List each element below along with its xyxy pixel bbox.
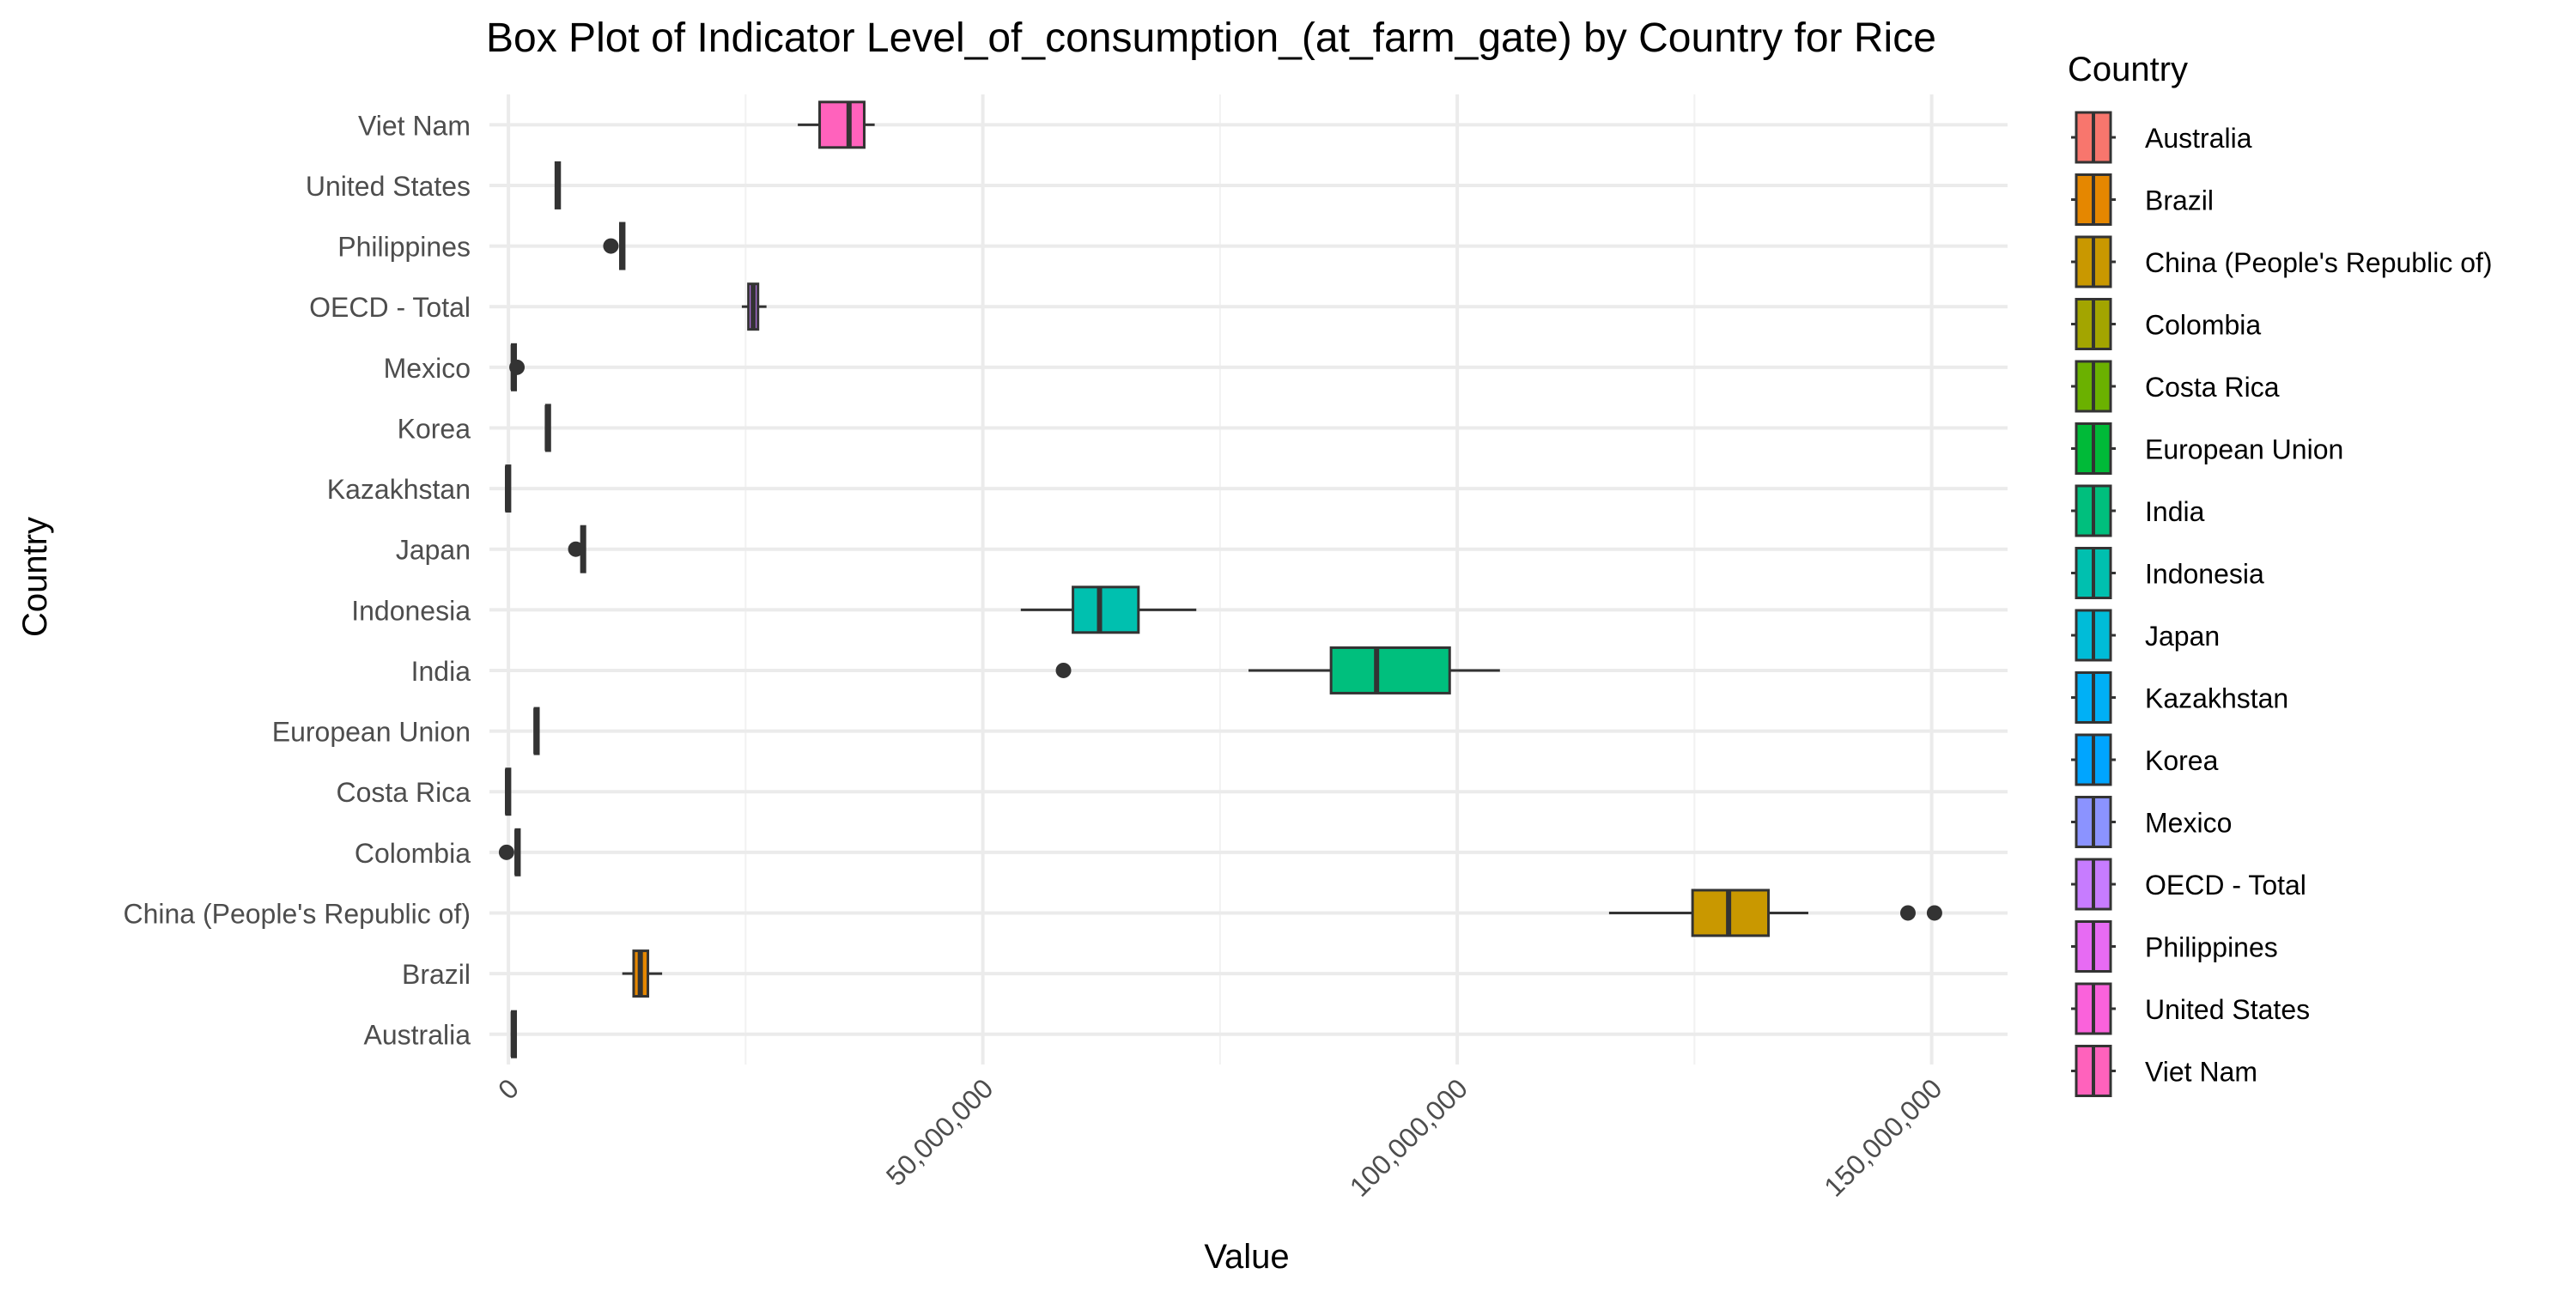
- legend-item: Korea: [2071, 733, 2219, 786]
- legend-item: Australia: [2071, 111, 2252, 164]
- legend-label: Japan: [2145, 621, 2220, 652]
- y-tick-label: Korea: [398, 413, 471, 444]
- legend-label: European Union: [2145, 434, 2343, 465]
- legend-label: Korea: [2145, 745, 2219, 776]
- y-tick-label: OECD - Total: [309, 292, 471, 323]
- outlier-point: [498, 844, 514, 860]
- outlier-point: [1899, 905, 1916, 921]
- box-costa-rica: [504, 767, 512, 816]
- legend-item: Brazil: [2071, 173, 2214, 226]
- box-indonesia: [1020, 585, 1197, 634]
- legend-item: Costa Rica: [2071, 360, 2280, 413]
- x-axis-title: Value: [1204, 1238, 1289, 1276]
- chart-title: Box Plot of Indicator Level_of_consumpti…: [486, 15, 1936, 61]
- legend-label: Costa Rica: [2145, 372, 2280, 403]
- legend-label: Viet Nam: [2145, 1057, 2257, 1088]
- legend-label: India: [2145, 496, 2205, 527]
- box-united-states: [554, 161, 562, 209]
- legend-item: Indonesia: [2071, 547, 2264, 599]
- box-iqr: [1072, 585, 1140, 634]
- legend-label: Mexico: [2145, 808, 2232, 839]
- box-iqr: [1329, 646, 1451, 695]
- box-colombia: [498, 828, 521, 876]
- y-tick-label: Philippines: [337, 232, 471, 263]
- legend-item: Viet Nam: [2071, 1045, 2257, 1097]
- legend-label: OECD - Total: [2145, 870, 2306, 901]
- y-tick-label: Kazakhstan: [327, 474, 471, 505]
- x-tick-label: 50,000,000: [880, 1072, 999, 1192]
- legend-item: India: [2071, 484, 2205, 537]
- outlier-point: [603, 238, 619, 254]
- outlier-point: [568, 541, 584, 557]
- y-tick-label: Costa Rica: [337, 777, 471, 808]
- y-tick-label: Indonesia: [351, 595, 471, 626]
- legend-item: OECD - Total: [2071, 858, 2306, 911]
- legend-label: Philippines: [2145, 932, 2278, 963]
- y-tick-label: Viet Nam: [358, 110, 471, 141]
- outlier-point: [1926, 905, 1942, 921]
- legend-item: Mexico: [2071, 796, 2232, 848]
- box-japan: [568, 525, 586, 573]
- y-tick-label: Brazil: [402, 959, 471, 990]
- legend-label: United States: [2145, 994, 2310, 1025]
- y-tick-label: India: [411, 656, 471, 687]
- grid-lines: [489, 94, 2008, 1065]
- y-tick-label: European Union: [272, 717, 471, 748]
- legend-label: Kazakhstan: [2145, 683, 2288, 714]
- legend-item: China (People's Republic of): [2071, 235, 2493, 288]
- box-kazakhstan: [504, 464, 512, 513]
- legend-item: European Union: [2071, 422, 2343, 475]
- box-mexico: [509, 343, 526, 391]
- legend-label: China (People's Republic of): [2145, 247, 2493, 278]
- x-tick-label: 0: [492, 1072, 525, 1105]
- box-india: [1055, 646, 1500, 695]
- box-oecd-total: [741, 282, 767, 331]
- legend-item: United States: [2071, 982, 2310, 1035]
- box-korea: [544, 403, 551, 452]
- legend-item: Colombia: [2071, 298, 2261, 350]
- legend-label: Brazil: [2145, 185, 2214, 216]
- legend-title: Country: [2068, 51, 2188, 88]
- y-tick-label: Australia: [364, 1020, 471, 1051]
- legend-item: Philippines: [2071, 920, 2278, 973]
- box-viet-nam: [798, 100, 875, 149]
- box-brazil: [622, 949, 663, 998]
- legend-label: Australia: [2145, 123, 2252, 154]
- legend-label: Colombia: [2145, 310, 2261, 341]
- y-tick-label: Japan: [396, 535, 471, 566]
- box-china-people-s-republic-of-: [1608, 889, 1942, 937]
- y-tick-label: Colombia: [355, 838, 471, 869]
- y-axis-title: Country: [16, 517, 54, 637]
- y-tick-label: China (People's Republic of): [123, 898, 471, 929]
- x-tick-label: 150,000,000: [1818, 1072, 1947, 1202]
- x-tick-label: 100,000,000: [1344, 1072, 1473, 1202]
- axes: Australia Brazil China (People's Republic …: [123, 110, 1947, 1202]
- boxes: [498, 100, 1942, 1058]
- legend-label: Indonesia: [2145, 559, 2264, 590]
- box-iqr: [818, 100, 866, 149]
- y-tick-label: Mexico: [384, 353, 471, 384]
- y-tick-label: United States: [306, 171, 471, 202]
- box-european-union: [533, 707, 540, 755]
- legend-item: Kazakhstan: [2071, 671, 2288, 724]
- outlier-point: [1055, 662, 1072, 678]
- box-philippines: [603, 221, 626, 270]
- legend-item: Japan: [2071, 609, 2220, 662]
- box-australia: [510, 1010, 518, 1058]
- legend: Country Australia Brazil China (People's R…: [2068, 51, 2493, 1097]
- outlier-point: [509, 359, 526, 375]
